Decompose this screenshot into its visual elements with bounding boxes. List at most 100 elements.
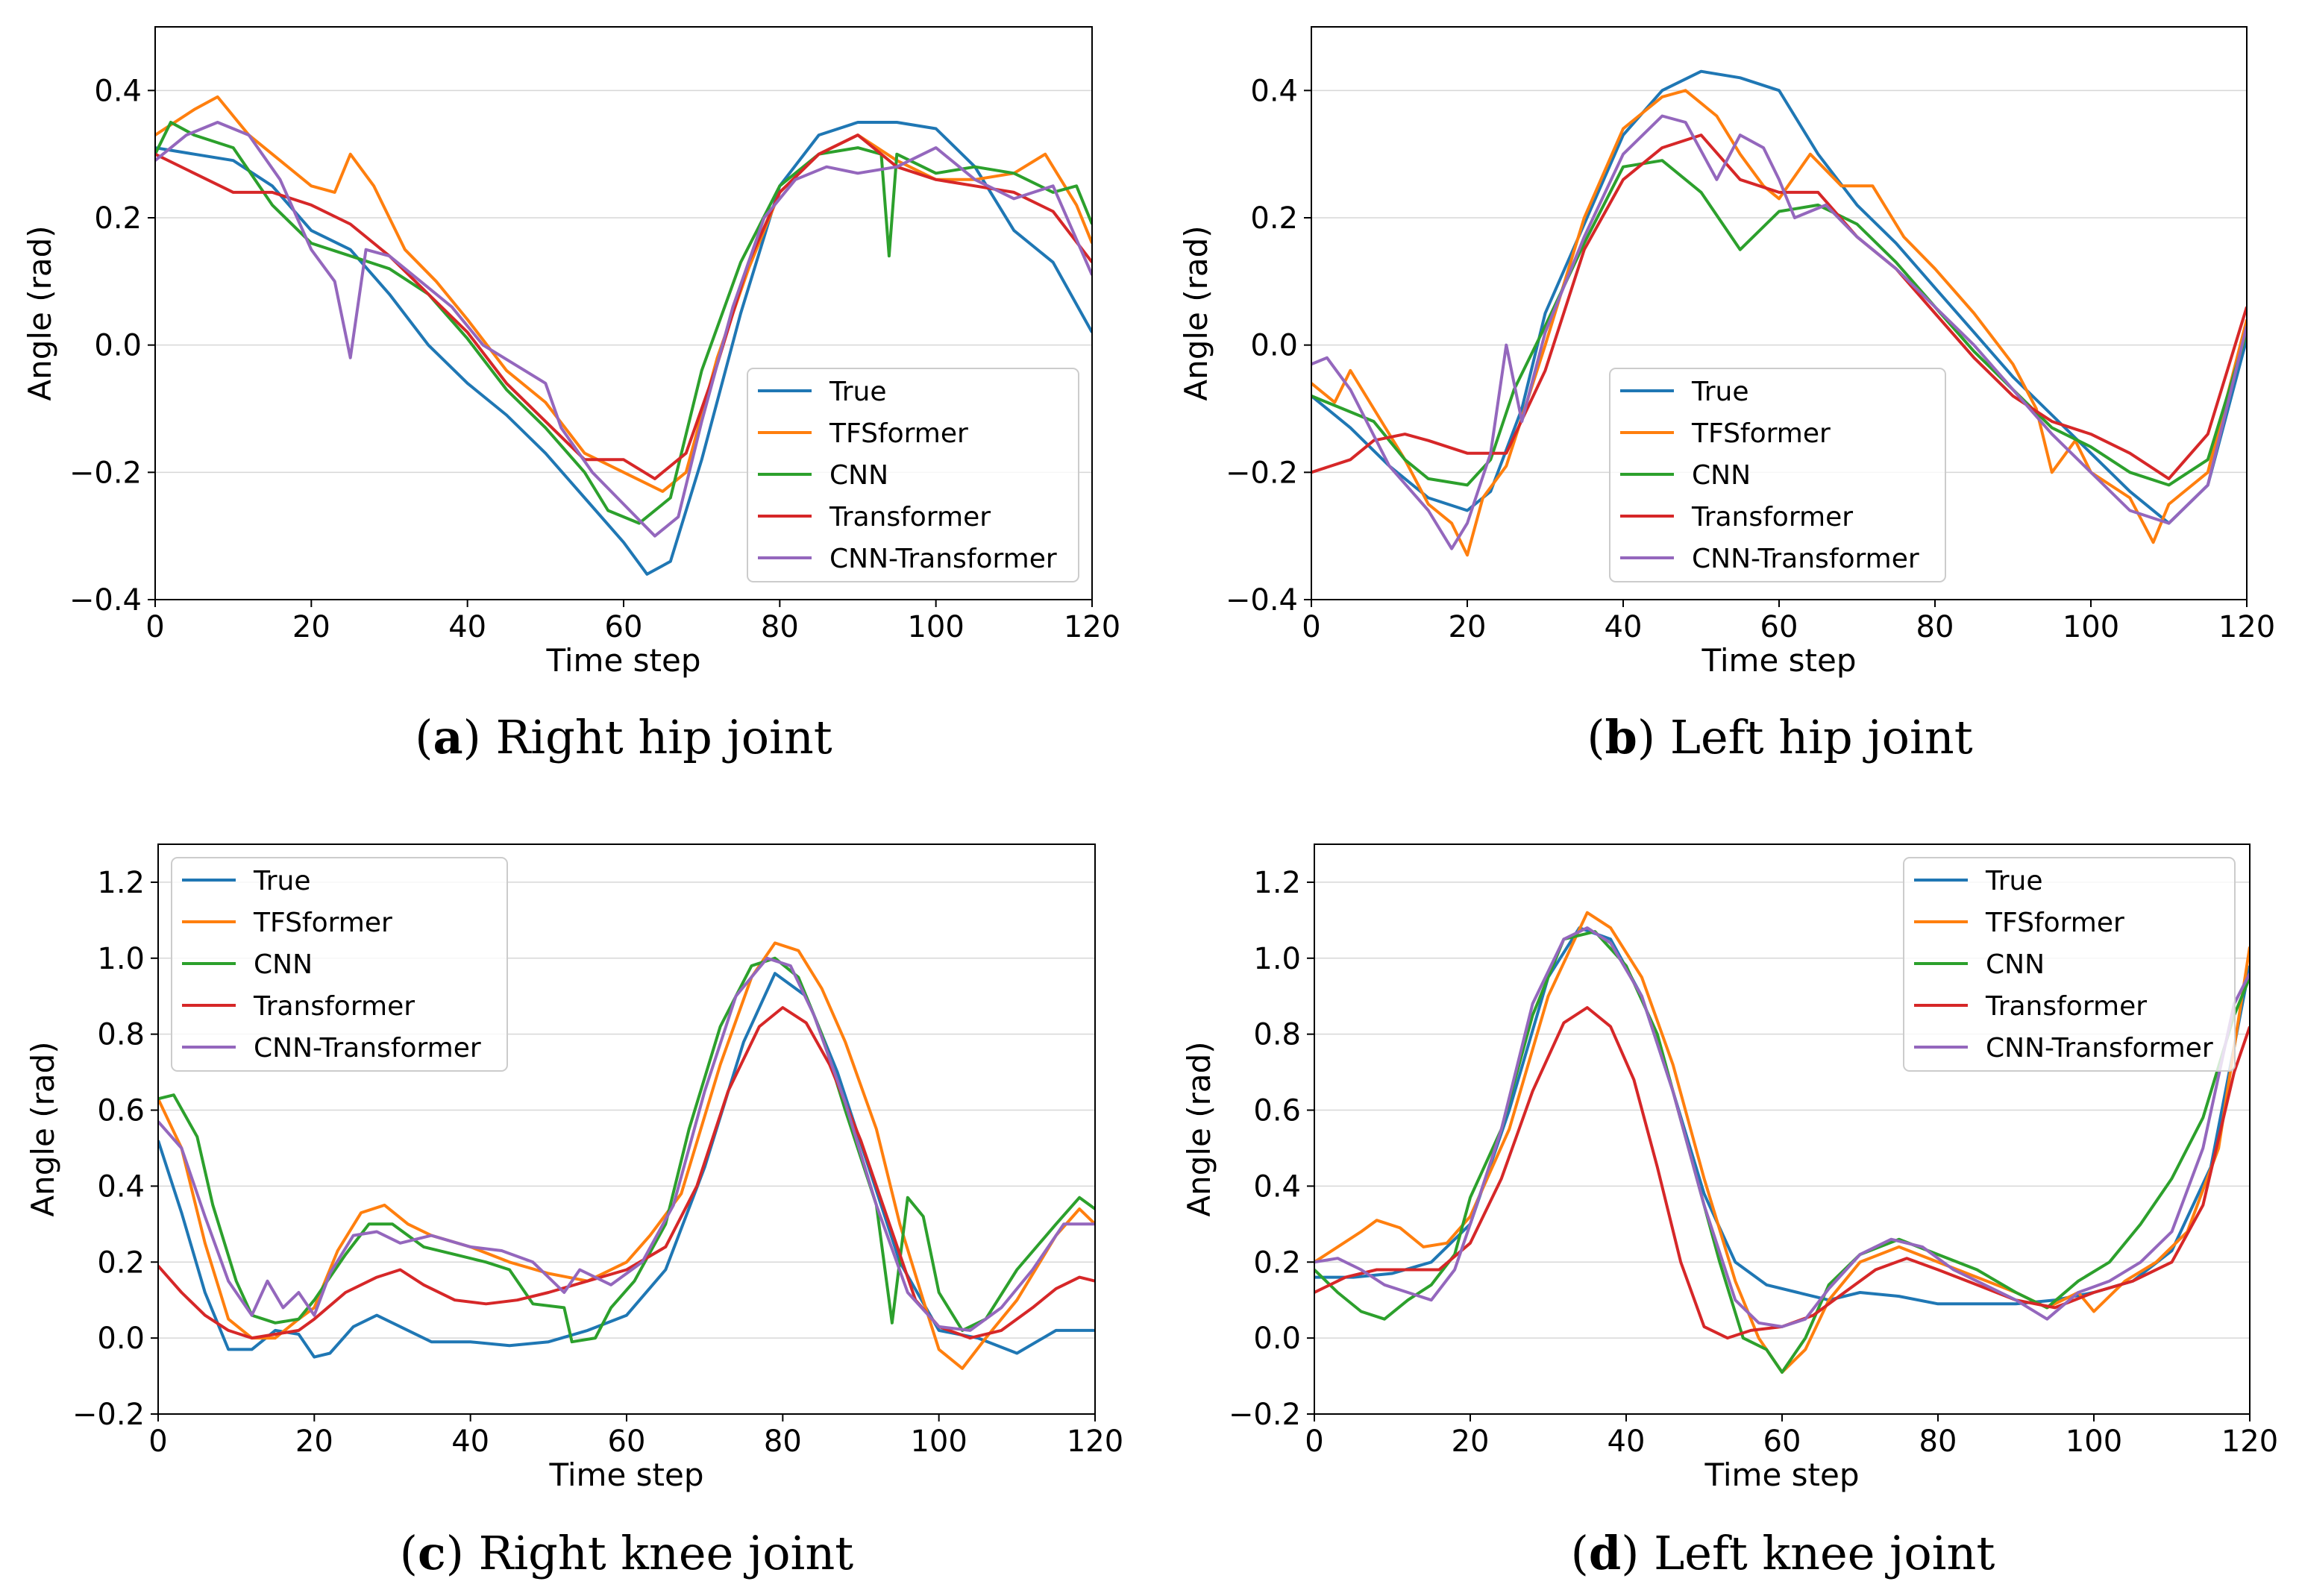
- series-line-cnn: [1311, 159, 2247, 487]
- y-tick-label: 1.2: [1253, 866, 1301, 900]
- series-line-cnn-transformer: [158, 956, 1095, 1332]
- y-tick-label: 0.8: [1253, 1018, 1301, 1052]
- series-line-transformer: [1314, 1006, 2250, 1340]
- legend-label: Transformer: [1985, 991, 2147, 1022]
- y-tick-label: 0.2: [1250, 201, 1298, 236]
- x-tick-label: 20: [292, 610, 330, 644]
- x-tick-label: 40: [1605, 610, 1643, 644]
- series-line-tfsformer: [1314, 911, 2250, 1374]
- series-line-transformer: [155, 133, 1092, 480]
- series-group: [1311, 69, 2247, 557]
- y-tick-label: 0.2: [97, 1245, 145, 1280]
- y-tick-label: 1.0: [1253, 942, 1301, 976]
- x-tick-label: 120: [1064, 610, 1120, 644]
- panel-caption: (b) Left hip joint: [1587, 710, 1972, 764]
- y-tick-label: −0.4: [1226, 583, 1298, 618]
- x-tick-label: 100: [2063, 610, 2119, 644]
- y-tick-label: 0.6: [1253, 1094, 1301, 1128]
- legend-label: Transformer: [253, 991, 415, 1022]
- legend-label: Transformer: [1691, 502, 1853, 532]
- legend-label: CNN-Transformer: [829, 544, 1057, 574]
- caption-letter: d: [1589, 1526, 1621, 1580]
- y-axis-label: Angle (rad): [1181, 1041, 1217, 1216]
- x-tick-label: 20: [1452, 1424, 1490, 1459]
- y-axis-label: Angle (rad): [22, 225, 58, 400]
- legend-label: CNN-Transformer: [1692, 544, 1919, 574]
- x-tick-label: 0: [148, 1424, 167, 1459]
- x-tick-label: 60: [608, 1424, 646, 1459]
- legend-label: True: [253, 866, 310, 896]
- legend-label: CNN-Transformer: [254, 1033, 481, 1064]
- series-group: [158, 941, 1095, 1370]
- series-line-transformer: [1311, 133, 2247, 480]
- legend-box: [747, 368, 1079, 582]
- legend-box: [1903, 857, 2236, 1072]
- legend-label: CNN: [254, 949, 313, 980]
- y-tick-label: 0.0: [1253, 1322, 1301, 1356]
- y-tick-label: 0.0: [94, 329, 142, 363]
- y-axis-label: Angle (rad): [25, 1041, 61, 1216]
- caption-title: Left hip joint: [1670, 710, 1973, 764]
- y-tick-label: 0.0: [97, 1322, 145, 1356]
- caption-letter: b: [1605, 710, 1637, 764]
- y-tick-label: 0.4: [97, 1169, 145, 1204]
- series-line-tfsformer: [158, 941, 1095, 1370]
- y-tick-label: −0.4: [69, 583, 142, 618]
- x-tick-label: 80: [1919, 1424, 1957, 1459]
- y-tick-label: 0.2: [1253, 1245, 1301, 1280]
- y-tick-label: 0.4: [1250, 74, 1298, 108]
- legend-label: CNN: [829, 460, 888, 491]
- x-tick-label: 20: [1449, 610, 1487, 644]
- y-tick-label: 0.6: [97, 1094, 145, 1128]
- x-tick-label: 0: [145, 610, 164, 644]
- caption-title: Right hip joint: [496, 710, 832, 764]
- chart-panel-c: 0 20 40 60 80 100 120 −0.2 0.0 0.2 0.4 0.6 0.8 1.0 1.2…: [25, 843, 1123, 1580]
- x-tick-label: 0: [1302, 610, 1320, 644]
- series-line-cnn-transformer: [1314, 926, 2250, 1328]
- y-tick-label: 1.0: [97, 942, 145, 976]
- x-axis-label: Time step: [546, 642, 701, 679]
- x-tick-label: 120: [2218, 610, 2275, 644]
- y-tick-label: 0.0: [1250, 329, 1298, 363]
- legend: True TFSformer CNN Transformer CNN-Transform…: [1609, 368, 1946, 582]
- y-tick-label: 0.4: [1253, 1169, 1301, 1204]
- x-tick-label: 100: [907, 610, 964, 644]
- y-tick-label: −0.2: [1229, 1398, 1301, 1432]
- series-group: [1314, 911, 2250, 1374]
- legend-label: CNN-Transformer: [1986, 1033, 2213, 1064]
- caption-letter: c: [418, 1526, 446, 1580]
- y-axis-label: Angle (rad): [1178, 225, 1214, 400]
- x-axis-label: Time step: [1704, 1457, 1860, 1493]
- x-tick-label: 60: [1763, 1424, 1801, 1459]
- y-tick-label: 0.8: [97, 1018, 145, 1052]
- y-tick-label: 1.2: [97, 866, 145, 900]
- y-tick-label: −0.2: [69, 456, 142, 490]
- legend-label: True: [1691, 377, 1748, 407]
- legend-label: True: [829, 377, 886, 407]
- x-tick-label: 60: [605, 610, 643, 644]
- panel-caption: (c) Right knee joint: [400, 1526, 854, 1580]
- x-axis-label: Time step: [1701, 642, 1857, 679]
- legend-box: [1609, 368, 1946, 582]
- caption-title: Right knee joint: [479, 1526, 854, 1580]
- x-tick-label: 100: [2066, 1424, 2122, 1459]
- legend-box: [171, 857, 508, 1072]
- legend-label: CNN: [1692, 460, 1751, 491]
- caption-title: Left knee joint: [1654, 1526, 1995, 1580]
- series-line-true: [155, 121, 1092, 576]
- legend-label: Transformer: [829, 502, 991, 532]
- y-tick-label: 0.2: [94, 201, 142, 236]
- x-tick-label: 120: [1067, 1424, 1123, 1459]
- x-tick-label: 40: [1608, 1424, 1646, 1459]
- chart-panel-a: 0 20 40 60 80 100 120 −0.4 −0.2 0.0 0.2 0.4 Time ste…: [22, 26, 1120, 764]
- series-group: [155, 95, 1092, 576]
- x-tick-label: 40: [451, 1424, 489, 1459]
- legend: True TFSformer CNN Transformer CNN-Transform…: [171, 857, 508, 1072]
- x-tick-label: 80: [1916, 610, 1954, 644]
- x-tick-label: 80: [764, 1424, 802, 1459]
- series-line-cnn: [1314, 930, 2250, 1374]
- legend-label: TFSformer: [829, 418, 968, 449]
- x-tick-label: 100: [910, 1424, 967, 1459]
- x-tick-label: 0: [1305, 1424, 1323, 1459]
